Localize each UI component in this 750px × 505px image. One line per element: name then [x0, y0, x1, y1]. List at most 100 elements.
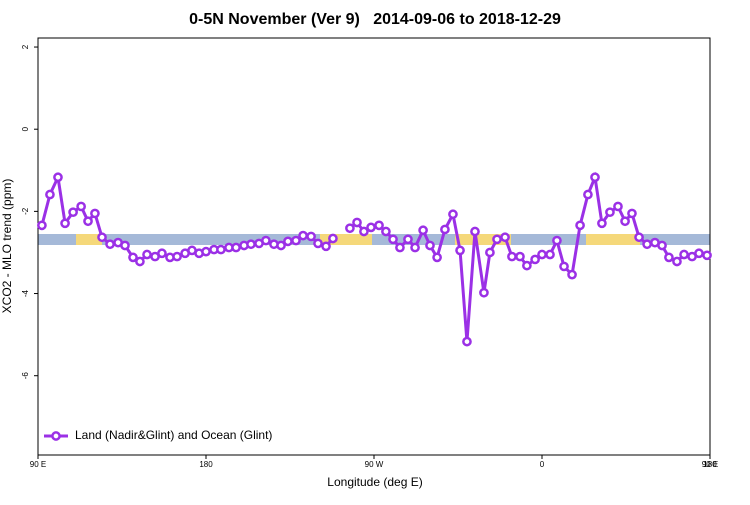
data-point	[583, 189, 593, 200]
data-point	[37, 220, 47, 231]
data-point	[425, 240, 435, 251]
data-point	[500, 232, 510, 243]
data-point	[313, 238, 323, 249]
y-axis-label: XCO2 - MLO trend (ppm)	[0, 179, 14, 314]
ocean-band	[38, 234, 710, 245]
chart-title: 0-5N November (Ver 9) 2014-09-06 to 2018…	[189, 11, 561, 28]
data-point	[172, 251, 182, 262]
data-point	[627, 208, 637, 219]
data-point	[403, 234, 413, 245]
data-point	[515, 251, 525, 262]
data-point	[479, 287, 489, 298]
data-point	[634, 232, 644, 243]
data-point	[45, 189, 55, 200]
data-point	[545, 249, 555, 260]
data-point	[120, 240, 130, 251]
data-point	[105, 239, 115, 250]
data-point	[97, 232, 107, 243]
data-point	[216, 244, 226, 255]
data-point	[418, 225, 428, 236]
legend-label: Land (Nadir&Glint) and Ocean (Glint)	[75, 428, 272, 442]
data-point	[201, 246, 211, 257]
data-point	[694, 248, 704, 259]
plot-frame	[37, 37, 711, 456]
data-point	[276, 240, 286, 251]
x-tick-label: 90 W	[365, 460, 384, 469]
data-point	[410, 242, 420, 253]
data-point	[530, 254, 540, 265]
data-point	[440, 224, 450, 235]
data-point	[679, 249, 689, 260]
data-point	[381, 226, 391, 237]
data-point	[485, 247, 495, 258]
data-point	[537, 249, 547, 260]
data-point	[128, 252, 138, 263]
data-point	[395, 242, 405, 253]
data-point	[142, 249, 152, 260]
x-tick-label: 180	[703, 460, 717, 469]
data-point	[90, 208, 100, 219]
data-point	[231, 242, 241, 253]
data-point	[68, 207, 78, 218]
data-point	[605, 207, 615, 218]
data-point	[702, 250, 712, 261]
data-point	[664, 252, 674, 263]
data-point	[352, 217, 362, 228]
data-point	[366, 222, 376, 233]
data-point	[291, 235, 301, 246]
data-point	[374, 220, 384, 231]
legend-marker	[51, 431, 61, 441]
data-point	[552, 235, 562, 246]
data-point	[559, 261, 569, 272]
data-point	[448, 209, 458, 220]
data-point	[455, 245, 465, 256]
land-patch	[586, 234, 640, 245]
data-point	[620, 216, 630, 227]
data-point	[83, 216, 93, 227]
data-point	[567, 269, 577, 280]
data-point	[157, 248, 167, 259]
x-tick-label: 90 E	[702, 460, 718, 469]
data-point	[388, 234, 398, 245]
land-patch	[76, 234, 102, 245]
y-tick-label: -6	[21, 372, 30, 380]
land-patch	[320, 234, 372, 245]
y-tick-label: 0	[21, 126, 30, 131]
data-point	[76, 201, 86, 212]
data-point	[53, 172, 63, 183]
data-point	[432, 252, 442, 263]
data-point	[283, 236, 293, 247]
data-point	[345, 223, 355, 234]
x-tick-label: 0	[540, 460, 545, 469]
data-point	[306, 231, 316, 242]
data-point	[462, 336, 472, 347]
x-axis-label: Longitude (deg E)	[327, 475, 422, 489]
data-point	[470, 226, 480, 237]
data-point	[492, 234, 502, 245]
data-point	[298, 230, 308, 241]
data-point	[321, 241, 331, 252]
data-point	[328, 233, 338, 244]
data-point	[246, 239, 256, 250]
data-point	[135, 256, 145, 267]
data-point	[261, 235, 271, 246]
y-tick-label: 2	[21, 44, 30, 49]
data-point	[359, 226, 369, 237]
y-tick-label: -2	[21, 207, 30, 215]
data-point	[672, 256, 682, 267]
x-tick-label: 90 E	[30, 460, 46, 469]
data-point	[597, 218, 607, 229]
data-point	[590, 172, 600, 183]
data-point	[60, 218, 70, 229]
data-point	[657, 240, 667, 251]
data-point	[507, 251, 517, 262]
data-point	[613, 201, 623, 212]
x-tick-label: 180	[199, 460, 213, 469]
y-tick-label: -4	[21, 289, 30, 297]
data-point	[522, 260, 532, 271]
land-patch	[455, 234, 511, 245]
data-point	[642, 239, 652, 250]
data-point	[575, 220, 585, 231]
